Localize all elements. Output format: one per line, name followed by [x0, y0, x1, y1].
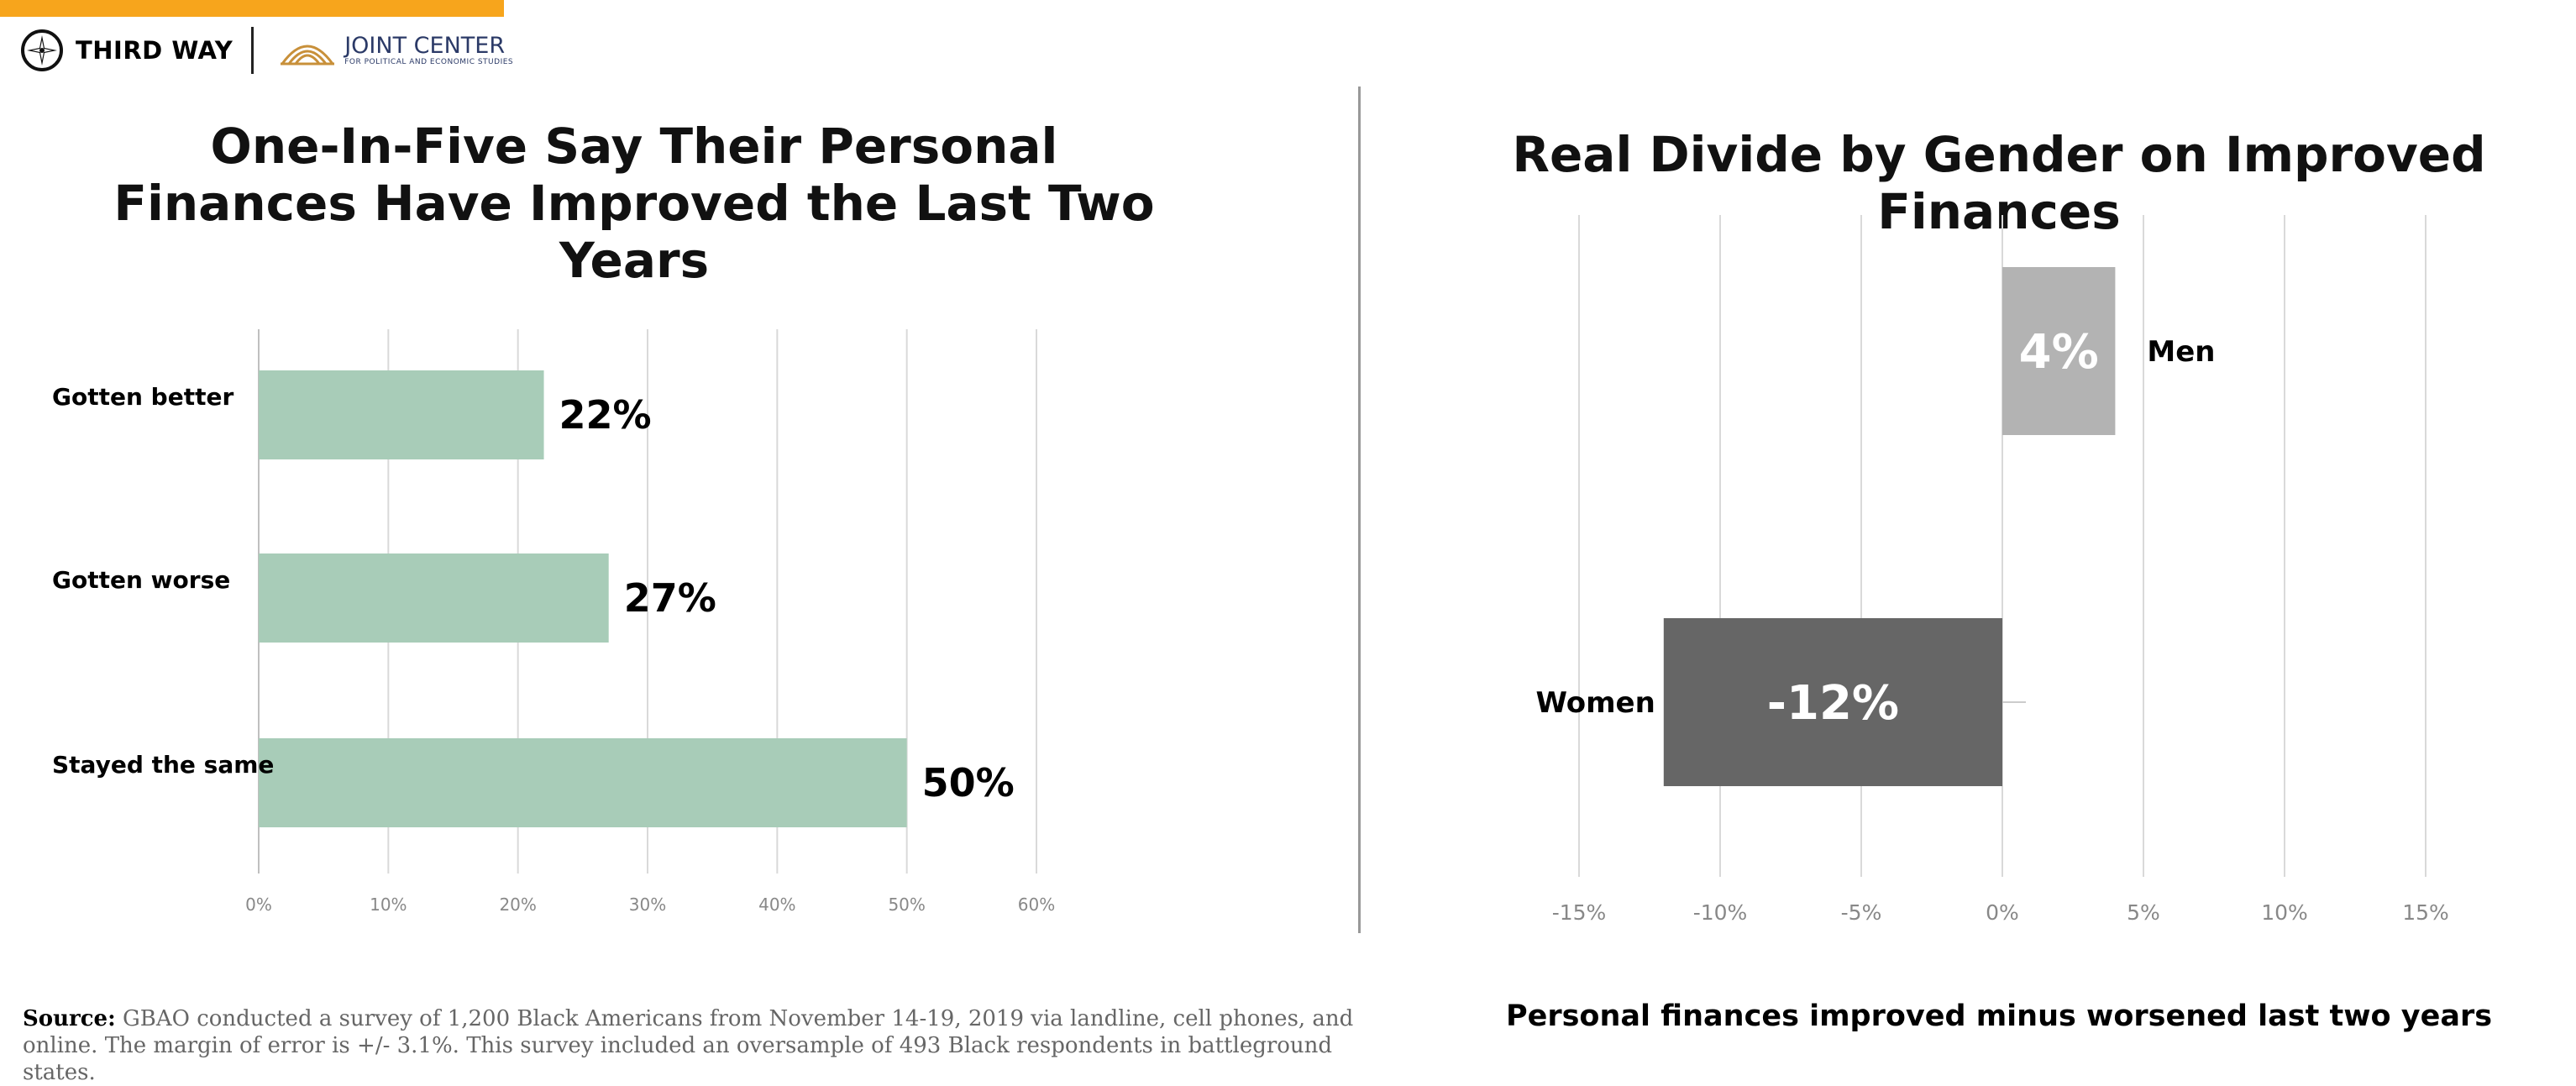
x-tick-label: 60% [1018, 895, 1055, 915]
source-note: Source: GBAO conducted a survey of 1,200… [23, 1005, 1367, 1086]
joint-center-logo-text: JOINT CENTER [344, 33, 506, 59]
x-tick-label: 30% [629, 895, 666, 915]
x-tick-label: 50% [888, 895, 925, 915]
right-chart-title: Real Divide by Gender on Improved Financ… [1512, 126, 2486, 240]
finances-change-chart: 0% 10% 20% 30% 40% 50% 60% Gotten better 22% Gott… [52, 329, 1055, 915]
joint-center-subtitle: FOR POLITICAL AND ECONOMIC STUDIES [344, 58, 514, 66]
x-tick-label: 0% [1986, 900, 2019, 925]
x-tick-label: -10% [1693, 900, 1748, 925]
category-label: Men [2147, 335, 2215, 369]
logo-separator [251, 27, 254, 74]
data-label: 22% [559, 392, 652, 438]
source-text: GBAO conducted a survey of 1,200 Black A… [23, 1006, 1354, 1085]
panel-divider [1358, 87, 1361, 933]
bar-women [1663, 618, 2002, 786]
x-tick-label: 10% [370, 895, 407, 915]
accent-bar [0, 0, 504, 17]
third-way-logo-text: THIRD WAY [76, 36, 233, 65]
left-chart-title: One-In-Five Say Their Personal Finances … [113, 118, 1155, 289]
x-tick-label: 5% [2127, 900, 2160, 925]
capitol-dome-icon [281, 45, 335, 66]
logo-bar: THIRD WAY JOINT CENTER FOR POLITICAL AND… [20, 25, 513, 76]
bar-gotten-better [259, 370, 544, 459]
bar-stayed-the-same [259, 738, 907, 827]
x-tick-label: -15% [1552, 900, 1607, 925]
source-label: Source: [23, 1006, 116, 1031]
data-label: -12% [1767, 676, 1899, 731]
data-label: 27% [624, 575, 716, 621]
x-tick-label: 40% [758, 895, 795, 915]
category-label: Women [1535, 686, 1655, 720]
right-chart-xlabel: Personal finances improved minus worsene… [1505, 999, 2493, 1033]
data-label: 4% [2019, 325, 2099, 380]
compass-icon [21, 29, 63, 71]
category-label: Gotten better [52, 383, 233, 411]
bar-men [2002, 267, 2116, 435]
x-tick-label: 15% [2402, 900, 2449, 925]
category-label: Stayed the same [52, 751, 274, 779]
x-tick-label: 10% [2261, 900, 2308, 925]
x-tick-label: -5% [1841, 900, 1882, 925]
x-tick-label: 0% [245, 895, 272, 915]
data-label: 50% [922, 760, 1015, 805]
bar-gotten-worse [259, 553, 609, 643]
category-label: Gotten worse [52, 566, 230, 594]
x-tick-label: 20% [499, 895, 536, 915]
